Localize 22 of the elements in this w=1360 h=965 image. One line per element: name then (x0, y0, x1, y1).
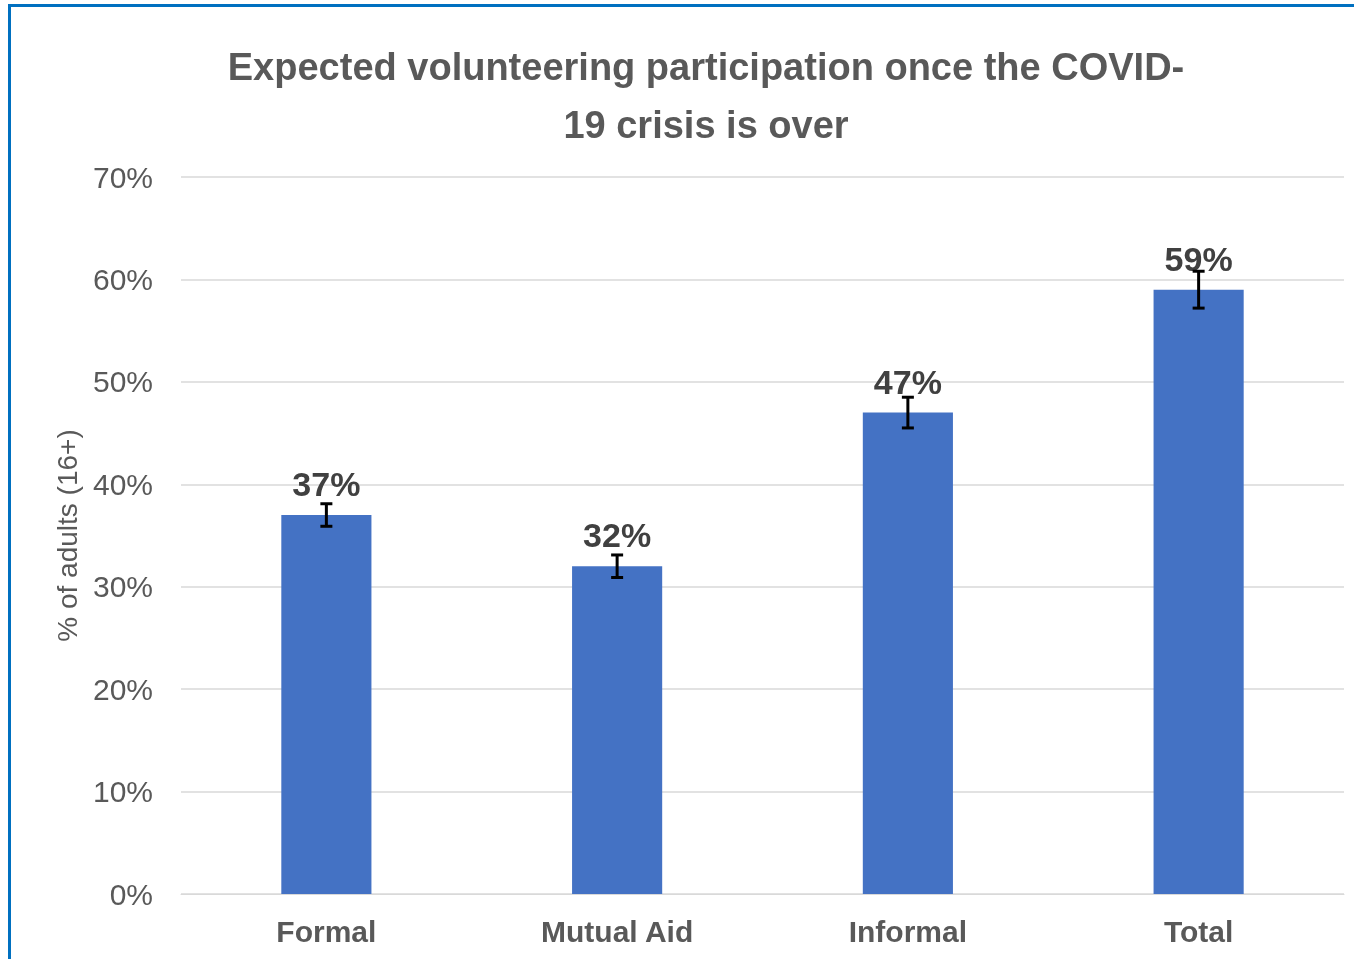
y-axis-title: % of adults (16+) (51, 429, 83, 642)
y-tick-label: 0% (109, 877, 153, 911)
x-tick-label: Total (1163, 914, 1234, 948)
y-tick-label: 60% (92, 262, 153, 296)
y-tick-label: 50% (92, 365, 153, 399)
data-label: 47% (873, 362, 942, 401)
x-tick-label: Informal (848, 914, 968, 948)
bar (281, 515, 372, 894)
bar (572, 566, 663, 894)
y-tick-label: 30% (92, 570, 153, 604)
data-label: 59% (1164, 239, 1233, 278)
y-tick-label: 40% (92, 467, 153, 501)
chart-title: Expected volunteering participation once the COVID- 19 crisis is over (227, 46, 1185, 146)
bar (1153, 289, 1244, 894)
y-tick-label: 20% (92, 672, 153, 706)
y-tick-label: 10% (92, 775, 153, 809)
x-tick-label: Formal (276, 914, 377, 948)
x-tick-label: Mutual Aid (541, 914, 694, 948)
data-label: 37% (292, 465, 361, 504)
y-tick-label: 70% (92, 160, 153, 194)
data-label: 32% (583, 516, 652, 555)
bar (862, 412, 953, 894)
